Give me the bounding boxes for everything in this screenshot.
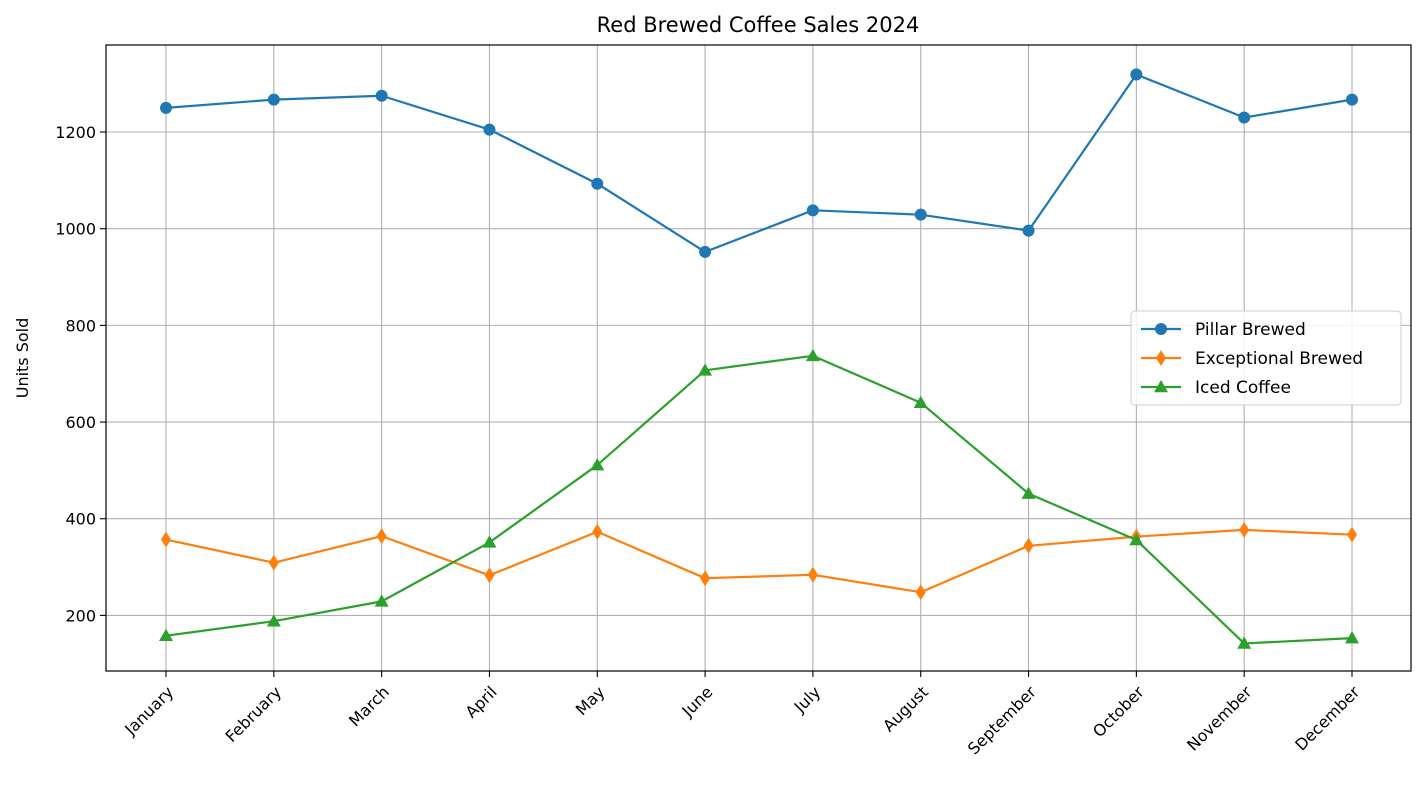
y-tick-label: 400 <box>65 510 96 529</box>
data-point <box>266 614 281 627</box>
data-point <box>591 177 604 190</box>
data-point <box>374 594 389 607</box>
data-point <box>161 531 171 548</box>
data-point <box>699 245 712 258</box>
data-point <box>1346 93 1358 106</box>
data-point <box>913 395 928 408</box>
data-point <box>698 363 713 376</box>
legend-marker <box>1154 380 1168 393</box>
data-point <box>159 628 173 641</box>
data-point <box>590 458 605 471</box>
y-tick-label: 1200 <box>55 123 96 142</box>
data-point <box>1130 68 1143 81</box>
data-point <box>484 567 495 584</box>
legend-entry: Pillar Brewed <box>1141 320 1306 340</box>
legend-label: Exceptional Brewed <box>1195 349 1363 369</box>
data-point <box>592 523 603 540</box>
plot-frame <box>105 44 1412 672</box>
series-exceptional-brewed <box>161 521 1357 601</box>
data-point <box>1129 532 1144 546</box>
data-point <box>914 208 927 221</box>
data-point <box>375 89 388 102</box>
data-point <box>1345 631 1359 644</box>
data-point <box>805 348 820 362</box>
series-line <box>165 354 1353 645</box>
chart-title: Red Brewed Coffee Sales 2024 <box>597 13 920 37</box>
legend-entry: Exceptional Brewed <box>1141 349 1363 369</box>
data-point <box>1237 636 1252 649</box>
data-point <box>482 535 497 548</box>
y-axis-label: Units Sold <box>13 318 32 399</box>
data-point <box>807 566 818 583</box>
legend-marker <box>1156 350 1166 366</box>
series-pillar-brewed <box>160 68 1358 258</box>
data-point <box>1239 521 1250 538</box>
data-point <box>915 584 926 601</box>
data-point <box>1347 526 1357 543</box>
legend-marker <box>1155 323 1167 335</box>
data-point <box>1022 224 1035 237</box>
y-tick-label: 600 <box>65 413 96 432</box>
y-tick-label: 800 <box>65 316 96 335</box>
data-point <box>268 554 279 571</box>
series-line <box>165 528 1353 594</box>
data-point <box>267 93 280 106</box>
legend-label: Iced Coffee <box>1195 378 1291 398</box>
y-tick-label: 1000 <box>55 220 96 239</box>
data-point <box>160 101 172 114</box>
series-line <box>165 73 1353 253</box>
data-point <box>700 570 711 587</box>
series-layer <box>159 68 1359 649</box>
data-point <box>1021 486 1036 499</box>
series-iced-coffee <box>159 348 1359 649</box>
data-point <box>1023 537 1034 554</box>
y-tick-label: 200 <box>65 606 96 625</box>
data-point <box>1238 111 1251 124</box>
data-point <box>376 528 387 545</box>
legend: Pillar Brewed Exceptional Brewed Iced Coff… <box>1130 310 1402 406</box>
legend-entry: Iced Coffee <box>1141 378 1291 398</box>
data-point <box>806 204 819 217</box>
legend-label: Pillar Brewed <box>1195 320 1306 340</box>
data-point <box>483 123 496 136</box>
legend-box <box>1130 310 1402 406</box>
